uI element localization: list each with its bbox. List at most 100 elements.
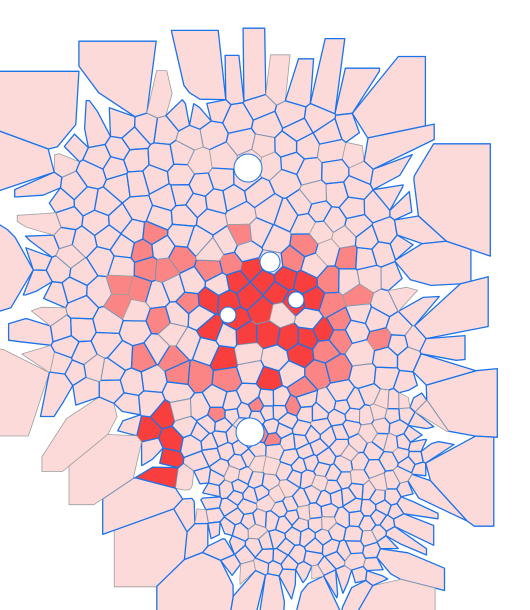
mesh-cell bbox=[386, 387, 400, 410]
mesh-cell bbox=[321, 158, 350, 185]
mesh-cell bbox=[376, 548, 446, 592]
mesh-cell bbox=[326, 408, 347, 427]
mesh-cell bbox=[344, 540, 365, 555]
mesh-cell bbox=[253, 484, 270, 502]
mesh-cell bbox=[307, 200, 333, 223]
mesh-cell bbox=[304, 424, 321, 445]
mesh-cell bbox=[341, 579, 374, 610]
mesh-cell bbox=[83, 99, 112, 149]
mesh-cell bbox=[425, 435, 495, 527]
mesh-cells bbox=[0, 27, 498, 610]
mesh-cell bbox=[420, 441, 455, 464]
mesh-cell bbox=[358, 423, 378, 444]
mesh-cell bbox=[188, 103, 212, 130]
mesh-cell bbox=[165, 99, 191, 132]
mesh-cell bbox=[105, 274, 134, 296]
mesh-cell bbox=[323, 569, 339, 599]
mesh-cell bbox=[275, 422, 294, 440]
mesh-hole bbox=[219, 306, 237, 324]
mesh-cell bbox=[392, 369, 418, 394]
mesh-cell bbox=[155, 257, 181, 283]
mesh-cell bbox=[39, 371, 74, 418]
mesh-cell bbox=[259, 405, 275, 422]
mesh-cell bbox=[102, 156, 129, 181]
mesh-cell bbox=[369, 508, 388, 526]
mesh-cell bbox=[68, 434, 143, 506]
mesh-cell bbox=[0, 130, 55, 192]
mesh-cell bbox=[278, 359, 306, 389]
mesh-cell bbox=[138, 390, 166, 418]
mesh-cell bbox=[393, 215, 447, 245]
mesh-cell bbox=[243, 177, 276, 209]
mesh-cell bbox=[118, 320, 153, 347]
mesh-cell bbox=[247, 523, 268, 540]
mesh-cell bbox=[48, 187, 76, 214]
mesh-cell bbox=[190, 421, 210, 443]
mesh-cell bbox=[109, 233, 135, 259]
mesh-cell bbox=[170, 184, 194, 207]
mesh-cell bbox=[311, 401, 330, 422]
mesh-cell bbox=[334, 112, 361, 143]
mesh-hole bbox=[259, 251, 281, 273]
mesh-cell bbox=[157, 322, 188, 347]
mesh-cell bbox=[342, 283, 374, 307]
mesh-cell bbox=[350, 565, 368, 584]
mesh-cell bbox=[78, 40, 157, 118]
mesh-cell bbox=[348, 510, 365, 528]
mesh-cell bbox=[283, 509, 300, 526]
mesh-cell bbox=[396, 496, 439, 520]
mesh-cell bbox=[142, 220, 169, 246]
mesh-cell bbox=[398, 392, 411, 409]
mesh-cell bbox=[302, 453, 320, 473]
mesh-cell bbox=[200, 496, 223, 511]
mesh-cell bbox=[226, 223, 252, 246]
mesh-cell bbox=[193, 465, 212, 485]
mesh-cell bbox=[0, 348, 50, 437]
mesh-cell bbox=[373, 388, 390, 410]
mesh-cell bbox=[239, 560, 256, 585]
mesh-cell bbox=[316, 265, 340, 294]
mesh-cell bbox=[343, 525, 364, 542]
mesh-cell bbox=[407, 473, 468, 522]
mesh-cell bbox=[325, 306, 352, 331]
mesh-cell bbox=[55, 244, 86, 269]
mesh-hole bbox=[235, 417, 265, 447]
mesh-hole bbox=[287, 291, 305, 309]
mesh-cell bbox=[50, 335, 80, 359]
mesh-cell bbox=[330, 423, 350, 441]
mesh-cell bbox=[164, 359, 191, 386]
mesh-cell bbox=[249, 269, 276, 296]
mesh-cell bbox=[223, 507, 245, 526]
mesh-cell bbox=[106, 339, 134, 371]
mesh-cell bbox=[42, 281, 69, 309]
mesh-cell bbox=[121, 126, 152, 151]
mesh-cell bbox=[207, 521, 221, 540]
mesh-cell bbox=[413, 276, 489, 340]
mesh-cell bbox=[75, 159, 107, 190]
mesh-cell bbox=[280, 151, 305, 176]
mesh-cell bbox=[265, 54, 291, 106]
mesh-cell bbox=[334, 564, 353, 594]
mesh-cell bbox=[170, 29, 227, 101]
mesh-cell bbox=[242, 27, 267, 102]
mesh-cell bbox=[215, 322, 238, 349]
mesh-cell bbox=[103, 293, 132, 320]
mesh-cell bbox=[73, 186, 99, 217]
mesh-cell bbox=[340, 444, 359, 462]
mesh-cell bbox=[414, 399, 449, 432]
mesh-cell bbox=[387, 286, 419, 312]
mesh-cell bbox=[187, 146, 213, 175]
mesh-cell bbox=[197, 286, 220, 315]
mesh-cell bbox=[276, 537, 296, 556]
mesh-cell bbox=[412, 353, 477, 386]
mesh-cell bbox=[419, 334, 466, 361]
mesh-cell bbox=[354, 224, 380, 250]
mesh-cell bbox=[407, 438, 428, 453]
mesh-cell bbox=[307, 502, 323, 520]
mesh-cell bbox=[368, 472, 388, 491]
mesh-cell bbox=[286, 469, 303, 489]
mesh-cell bbox=[224, 54, 245, 106]
mesh-cell bbox=[195, 237, 225, 262]
mesh-cell bbox=[204, 188, 228, 215]
mesh-cell bbox=[344, 319, 371, 345]
